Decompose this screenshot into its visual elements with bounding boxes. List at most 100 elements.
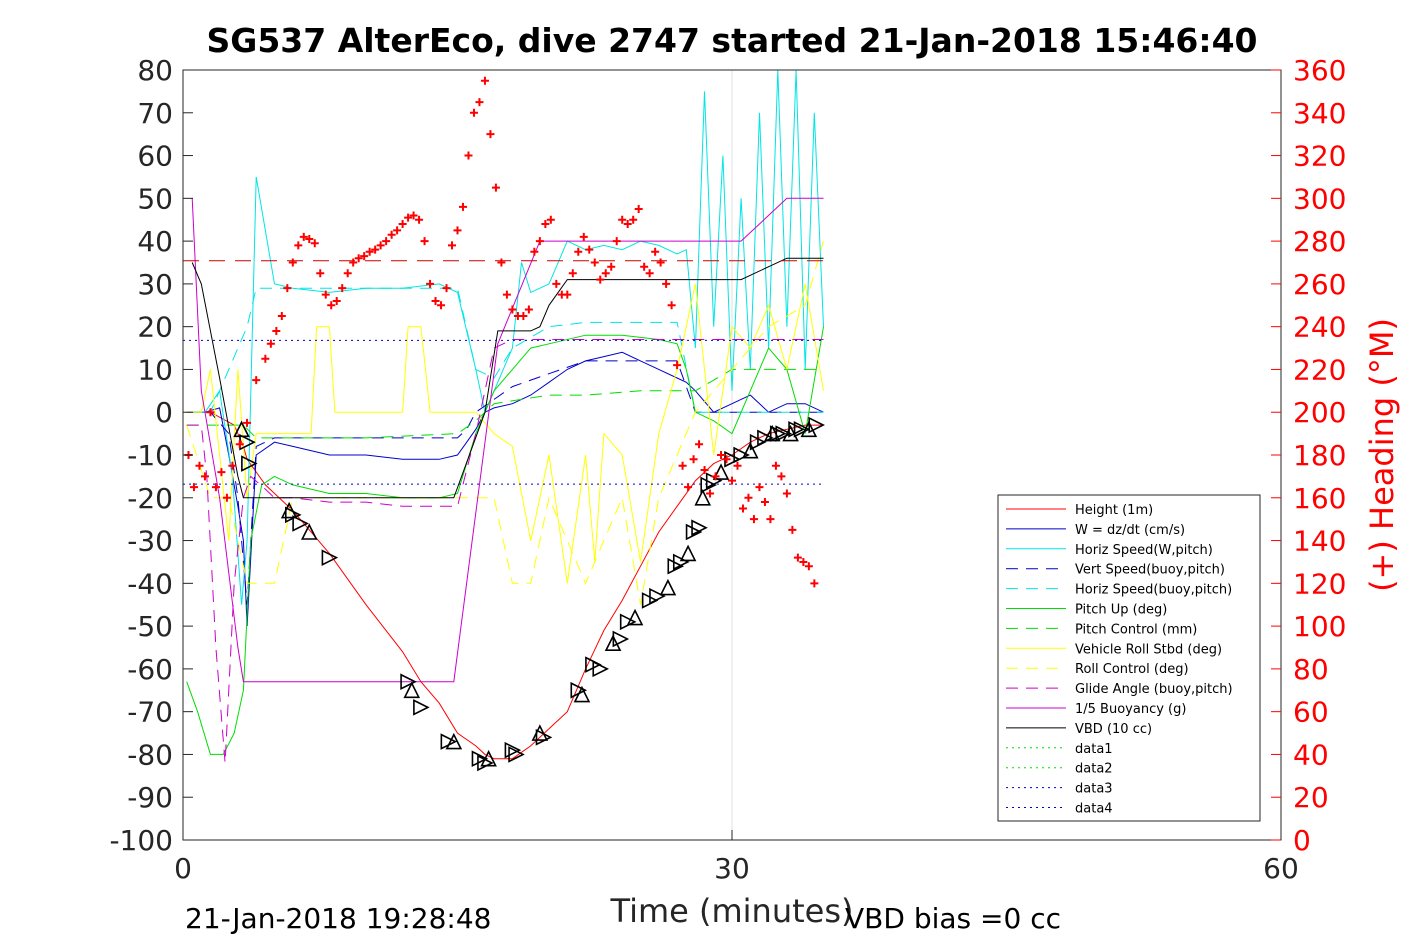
heading-marker	[678, 461, 687, 470]
triangle-marker	[445, 732, 463, 750]
y-right-tick-label: 260	[1293, 268, 1346, 301]
y-right-tick-label: 340	[1293, 97, 1346, 130]
series-line-horiz-speed-buoy-pitch-	[186, 287, 824, 413]
y-right-tick-label: 140	[1293, 525, 1346, 558]
triangle-marker	[504, 741, 522, 759]
heading-marker	[596, 275, 605, 284]
triangle-marker	[742, 441, 759, 459]
y-right-tick-label: 20	[1293, 781, 1329, 814]
heading-marker	[574, 247, 583, 256]
heading-marker	[305, 234, 314, 243]
heading-marker	[206, 408, 215, 417]
triangle-marker	[413, 699, 430, 716]
y-right-tick-label: 120	[1293, 567, 1346, 600]
heading-marker	[294, 241, 303, 250]
heading-marker	[568, 269, 577, 278]
heading-marker	[398, 220, 407, 228]
heading-marker	[502, 290, 511, 299]
triangle-marker	[508, 746, 525, 763]
series-line-glide-angle-buoy-pitch-	[186, 339, 824, 764]
heading-marker	[722, 455, 731, 464]
y-left-tick-label: -20	[127, 482, 173, 515]
heading-marker	[217, 468, 226, 477]
heading-marker	[700, 465, 709, 474]
triangle-marker	[769, 425, 787, 442]
legend-label: Height (1m)	[1075, 503, 1153, 518]
y-right-tick-label: 220	[1293, 353, 1346, 386]
series-line-roll-control-deg-	[186, 240, 824, 605]
heading-marker	[651, 247, 660, 256]
heading-marker	[799, 557, 808, 566]
heading-marker	[189, 483, 198, 492]
heading-marker	[310, 239, 319, 248]
heading-marker	[299, 232, 308, 241]
heading-marker	[480, 76, 489, 85]
heading-marker	[618, 215, 627, 224]
triangle-marker	[400, 673, 417, 691]
heading-marker	[200, 472, 209, 481]
triangle-marker	[667, 557, 685, 575]
triangle-marker	[403, 681, 421, 699]
heading-marker	[393, 226, 402, 235]
heading-marker	[387, 230, 396, 239]
heading-marker	[195, 461, 204, 470]
heading-marker	[645, 269, 654, 278]
series-line-vehicle-roll-stbd-deg-	[186, 283, 824, 584]
legend-box	[997, 494, 1261, 822]
legend-label: data2	[1075, 762, 1113, 777]
heading-marker	[497, 258, 506, 267]
triangle-marker	[604, 634, 622, 652]
heading-marker	[777, 472, 786, 481]
triangle-marker	[573, 685, 591, 703]
heading-marker	[634, 205, 643, 214]
heading-marker	[382, 237, 391, 246]
legend-label: VBD (10 cc)	[1075, 722, 1152, 737]
y-left-tick-label: 50	[137, 182, 173, 215]
legend-label: data3	[1075, 782, 1113, 797]
heading-marker	[243, 418, 252, 427]
y-right-tick-label: 240	[1293, 311, 1346, 344]
triangle-marker	[649, 587, 666, 605]
legend-label: Pitch Up (deg)	[1075, 603, 1167, 618]
legend-label: Vehicle Roll Stbd (deg)	[1075, 642, 1222, 657]
chart-title: SG537 AlterEco, dive 2747 started 21-Jan…	[206, 21, 1257, 60]
heading-marker	[733, 461, 742, 470]
legend-label: W = dz/dt (cm/s)	[1075, 523, 1185, 538]
x-axis-label: Time (minutes)	[610, 892, 854, 930]
footer-vbd-bias: VBD bias =0 cc	[845, 902, 1061, 935]
heading-marker	[338, 284, 347, 293]
triangle-marker	[626, 608, 644, 626]
heading-marker	[563, 290, 572, 299]
legend-label: Roll Control (deg)	[1075, 662, 1189, 677]
y-left-tick-label: -100	[109, 824, 173, 857]
y-left-tick-label: 80	[137, 54, 173, 87]
heading-marker	[684, 483, 693, 492]
triangle-marker	[733, 446, 750, 464]
series-line-w-dz-dt-cm-s-	[186, 351, 824, 627]
heading-marker	[426, 279, 435, 288]
heading-marker	[793, 553, 802, 562]
heading-marker	[360, 252, 369, 261]
heading-marker	[453, 226, 462, 235]
heading-marker	[782, 489, 791, 498]
y-right-tick-label: 0	[1293, 824, 1311, 857]
heading-marker	[760, 498, 769, 507]
triangle-marker	[321, 549, 339, 566]
x-tick-label: 30	[714, 852, 750, 885]
y-left-tick-label: -10	[127, 439, 173, 472]
heading-marker	[771, 461, 780, 470]
y-left-tick-label: -80	[127, 738, 173, 771]
heading-marker	[673, 361, 682, 370]
heading-marker	[448, 241, 457, 250]
heading-marker	[706, 489, 715, 498]
triangle-marker	[300, 523, 318, 540]
footer-timestamp: 21-Jan-2018 19:28:48	[185, 902, 491, 935]
triangle-marker	[793, 421, 811, 438]
y-right-tick-label: 200	[1293, 396, 1346, 429]
heading-marker	[409, 211, 418, 220]
heading-marker	[749, 515, 758, 524]
y-left-tick-label: -90	[127, 781, 173, 814]
heading-marker	[420, 237, 429, 246]
heading-marker	[288, 258, 297, 267]
